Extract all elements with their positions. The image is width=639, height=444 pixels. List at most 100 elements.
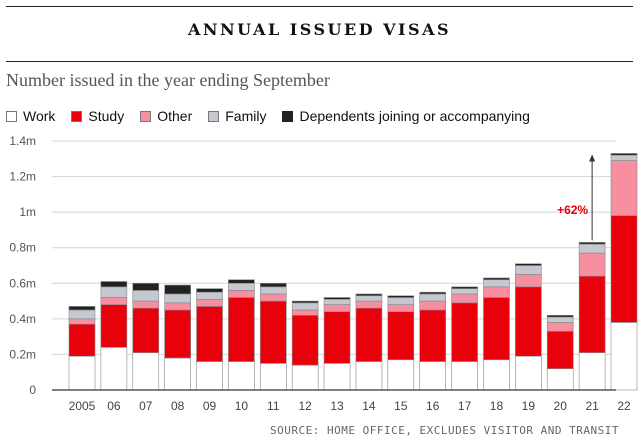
chart-title: ANNUAL ISSUED VISAS — [187, 20, 452, 39]
bar-segment-dependents — [546, 314, 574, 318]
x-tick-label: 15 — [394, 399, 408, 413]
bar-segment-dependents — [132, 282, 160, 291]
bar-segment-family — [228, 282, 255, 291]
bar-segment-study — [387, 311, 415, 361]
bar-segment-other — [610, 160, 638, 217]
bar-segment-work — [100, 347, 128, 391]
legend-label-work: Work — [23, 108, 56, 124]
bar-segment-other — [419, 300, 447, 311]
y-tick-label: 1.2m — [9, 170, 36, 184]
bar-segment-dependents — [291, 300, 319, 304]
x-tick-label: 08 — [171, 399, 185, 413]
bar-segment-study — [546, 331, 574, 369]
x-tick-label: 18 — [490, 399, 504, 413]
legend-label-study: Study — [88, 108, 125, 124]
legend-label-family: Family — [225, 108, 267, 124]
bar-segment-study — [291, 314, 319, 366]
y-tick-label: 1m — [19, 205, 36, 219]
bar-segment-work — [196, 361, 223, 391]
bar-segment-dependents — [164, 284, 191, 295]
x-tick-label: 13 — [330, 399, 344, 413]
x-tick-label: 21 — [585, 399, 599, 413]
bar-segment-study — [323, 311, 351, 364]
bar-segment-work — [291, 364, 319, 391]
bar-segment-other — [387, 304, 415, 313]
bar-segment-family — [323, 298, 351, 305]
bar-segment-work — [419, 361, 447, 391]
bar-segment-family — [355, 295, 383, 302]
legend-swatch-family — [208, 110, 220, 122]
bar-segment-family — [387, 297, 415, 305]
bar-segment-family — [610, 154, 638, 161]
bar-segment-work — [132, 352, 160, 391]
bar-segment-other — [228, 290, 255, 298]
bar-segment-dependents — [323, 297, 351, 300]
annotation-label: +62% — [557, 203, 588, 217]
bar-segment-family — [546, 316, 574, 323]
bar-segment-work — [483, 359, 510, 391]
chart-subtitle: Number issued in the year ending Septemb… — [6, 70, 330, 90]
x-tick-label: 17 — [458, 399, 472, 413]
bar-segment-study — [259, 300, 287, 364]
bar-segment-study — [610, 215, 638, 323]
bar-segment-family — [419, 293, 447, 302]
title-rule — [6, 61, 633, 62]
bar-segment-study — [355, 307, 383, 362]
bar-segment-family — [100, 286, 128, 298]
y-tick-label: 0.4m — [9, 312, 36, 326]
bar-segment-dependents — [483, 277, 510, 281]
x-tick-label: 14 — [362, 399, 376, 413]
bar-segment-work — [578, 352, 606, 391]
top-rule — [6, 6, 633, 7]
x-tick-label: 10 — [235, 399, 249, 413]
bar-segment-work — [259, 363, 287, 391]
bar-segment-work — [387, 359, 415, 391]
bar-segment-other — [355, 300, 383, 309]
x-tick-label: 2005 — [69, 399, 96, 413]
bar-segment-family — [259, 286, 287, 295]
bar-segment-other — [164, 302, 191, 311]
bar-segment-family — [578, 243, 606, 254]
bar-segment-work — [164, 357, 191, 391]
bar-segment-work — [228, 361, 255, 391]
bar-segment-other — [515, 274, 542, 288]
x-tick-label: 11 — [267, 399, 280, 413]
x-tick-label: 19 — [522, 399, 536, 413]
bar-segment-study — [578, 275, 606, 353]
bar-segment-work — [451, 361, 478, 391]
bar-segment-other — [546, 322, 574, 332]
annotation-arrow-head — [589, 154, 596, 162]
y-tick-label: 0.8m — [9, 241, 36, 255]
legend-swatch-dependents — [282, 110, 294, 122]
bar-segment-study — [164, 309, 191, 359]
bar-segment-dependents — [419, 291, 447, 295]
bar-segment-family — [132, 290, 160, 302]
bar-segment-study — [196, 306, 223, 362]
source-note: SOURCE: HOME OFFICE, EXCLUDES VISITOR AN… — [269, 424, 619, 437]
bar-segment-other — [483, 286, 510, 298]
bar-segment-other — [259, 293, 287, 302]
y-tick-label: 0.2m — [9, 347, 36, 361]
bar-segment-work — [546, 368, 574, 391]
legend-swatch-study — [71, 110, 83, 122]
legend-swatch-other — [140, 110, 152, 122]
bar-segment-family — [291, 302, 319, 311]
bar-segment-dependents — [578, 242, 606, 245]
legend-item-dependents: Dependents joining or accompanying — [282, 108, 530, 124]
bar-segment-family — [196, 291, 223, 300]
bar-segment-dependents — [196, 288, 223, 293]
bar-segment-dependents — [100, 281, 128, 288]
bar-segment-work — [323, 363, 351, 391]
bar-segment-family — [451, 288, 478, 295]
bar-segment-dependents — [387, 295, 415, 298]
bar-segment-study — [419, 309, 447, 362]
bar-segment-other — [578, 252, 606, 277]
bar-segment-other — [68, 318, 96, 325]
x-tick-label: 22 — [617, 399, 631, 413]
y-tick-label: 0 — [29, 383, 36, 397]
bar-segment-family — [164, 293, 191, 304]
x-tick-label: 09 — [203, 399, 217, 413]
bar-segment-other — [291, 309, 319, 316]
bar-segment-dependents — [259, 282, 287, 288]
